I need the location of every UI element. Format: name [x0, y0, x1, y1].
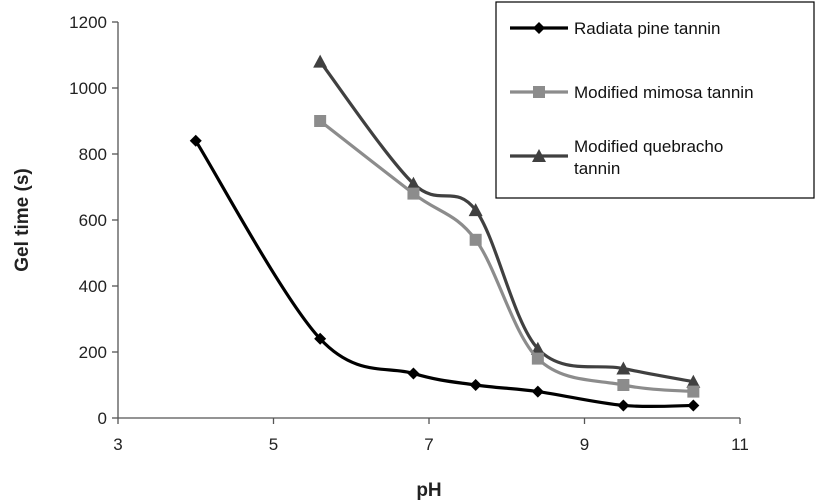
- data-point: [686, 374, 701, 388]
- x-tick-label: 5: [269, 435, 278, 454]
- x-tick-label: 9: [580, 435, 589, 454]
- data-point: [313, 54, 328, 68]
- legend-label: Radiata pine tannin: [574, 19, 721, 38]
- legend-label: Modified mimosa tannin: [574, 83, 754, 102]
- x-tick-label: 11: [731, 435, 749, 454]
- data-point: [314, 332, 327, 345]
- series-3: [313, 54, 701, 388]
- axes: 0 200 400 600 800 1000 1200 3 5 7 9 11: [69, 13, 749, 454]
- data-point: [616, 361, 631, 375]
- data-point: [189, 134, 202, 147]
- y-axis-title: Gel time (s): [12, 168, 33, 271]
- x-tick-label: 7: [424, 435, 433, 454]
- series-2: [314, 115, 700, 398]
- data-point: [530, 341, 545, 355]
- legend: Radiata pine tannin Modified mimosa tanni…: [495, 1, 815, 199]
- legend-label-line: Modified quebracho: [574, 137, 723, 156]
- y-tick-label: 400: [79, 277, 107, 296]
- x-axis-title: pH: [416, 480, 441, 501]
- y-tick-label: 200: [79, 343, 107, 362]
- data-point: [617, 399, 630, 412]
- data-point: [407, 187, 420, 200]
- data-point: [531, 352, 544, 365]
- data-point: [469, 379, 482, 391]
- x-tick-label: 3: [113, 435, 122, 454]
- data-point: [531, 385, 544, 398]
- data-point: [314, 115, 327, 127]
- y-tick-label: 0: [98, 409, 107, 428]
- legend-box: [495, 1, 815, 199]
- data-point: [469, 233, 482, 246]
- series-layer: [189, 54, 701, 412]
- y-tick-label: 600: [79, 211, 107, 230]
- legend-label-line: tannin: [574, 159, 620, 178]
- y-tick-label: 1200: [69, 13, 107, 32]
- data-point: [406, 176, 421, 190]
- data-point: [407, 367, 420, 380]
- legend-swatch-marker: [533, 22, 545, 34]
- y-tick-label: 1000: [69, 79, 107, 98]
- legend-swatch-marker: [532, 149, 546, 162]
- series-1: [189, 134, 700, 412]
- legend-label: Modified quebracho tannin: [574, 137, 723, 178]
- y-tick-label: 800: [79, 145, 107, 164]
- legend-swatch-marker: [533, 86, 545, 98]
- data-point: [687, 385, 700, 398]
- data-point: [468, 203, 483, 217]
- data-point: [687, 399, 700, 412]
- data-point: [617, 379, 630, 391]
